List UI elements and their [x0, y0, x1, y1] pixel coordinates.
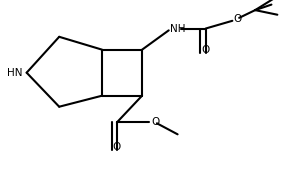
Text: O: O — [202, 45, 210, 55]
Text: O: O — [234, 14, 242, 24]
Text: O: O — [151, 117, 159, 127]
Text: NH: NH — [170, 24, 186, 33]
Text: HN: HN — [7, 68, 22, 78]
Text: O: O — [113, 142, 121, 152]
